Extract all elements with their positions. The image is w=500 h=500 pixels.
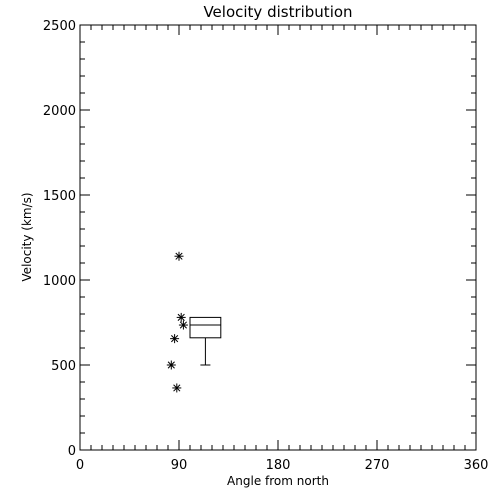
data-point-stroke [175, 252, 183, 260]
data-point-stroke [177, 313, 185, 321]
x-tick-label: 270 [365, 458, 390, 473]
x-tick-label: 0 [76, 458, 84, 473]
data-point-stroke [171, 335, 179, 343]
data-point-stroke [173, 384, 181, 392]
data-point [178, 320, 188, 330]
x-axis-title: Angle from north [227, 474, 329, 488]
y-tick-label: 2500 [43, 19, 76, 34]
data-point [170, 334, 180, 344]
data-point [176, 312, 186, 322]
y-tick-label: 1500 [43, 189, 76, 204]
axis-ticks [79, 24, 477, 451]
x-tick-label: 90 [171, 458, 188, 473]
y-tick-label: 0 [68, 444, 76, 459]
data-points [166, 251, 188, 393]
boxplot-box [189, 316, 222, 339]
data-point [174, 251, 184, 261]
chart-title: Velocity distribution [203, 3, 352, 21]
data-point-stroke [179, 321, 187, 329]
data-point [172, 383, 182, 393]
y-axis-title: Velocity (km/s) [20, 192, 34, 281]
x-tick-label: 360 [464, 458, 489, 473]
y-tick-label: 1000 [43, 274, 76, 289]
data-point [166, 360, 176, 370]
y-tick-label: 500 [51, 359, 76, 374]
data-point-stroke [167, 361, 175, 369]
axis-tick-labels: 0 90 180 270 360 0 500 1000 1500 2000 2500 [43, 19, 489, 473]
plot-frame [79, 24, 477, 451]
boxplot [189, 316, 222, 366]
y-tick-label: 2000 [43, 104, 76, 119]
x-tick-label: 180 [266, 458, 291, 473]
